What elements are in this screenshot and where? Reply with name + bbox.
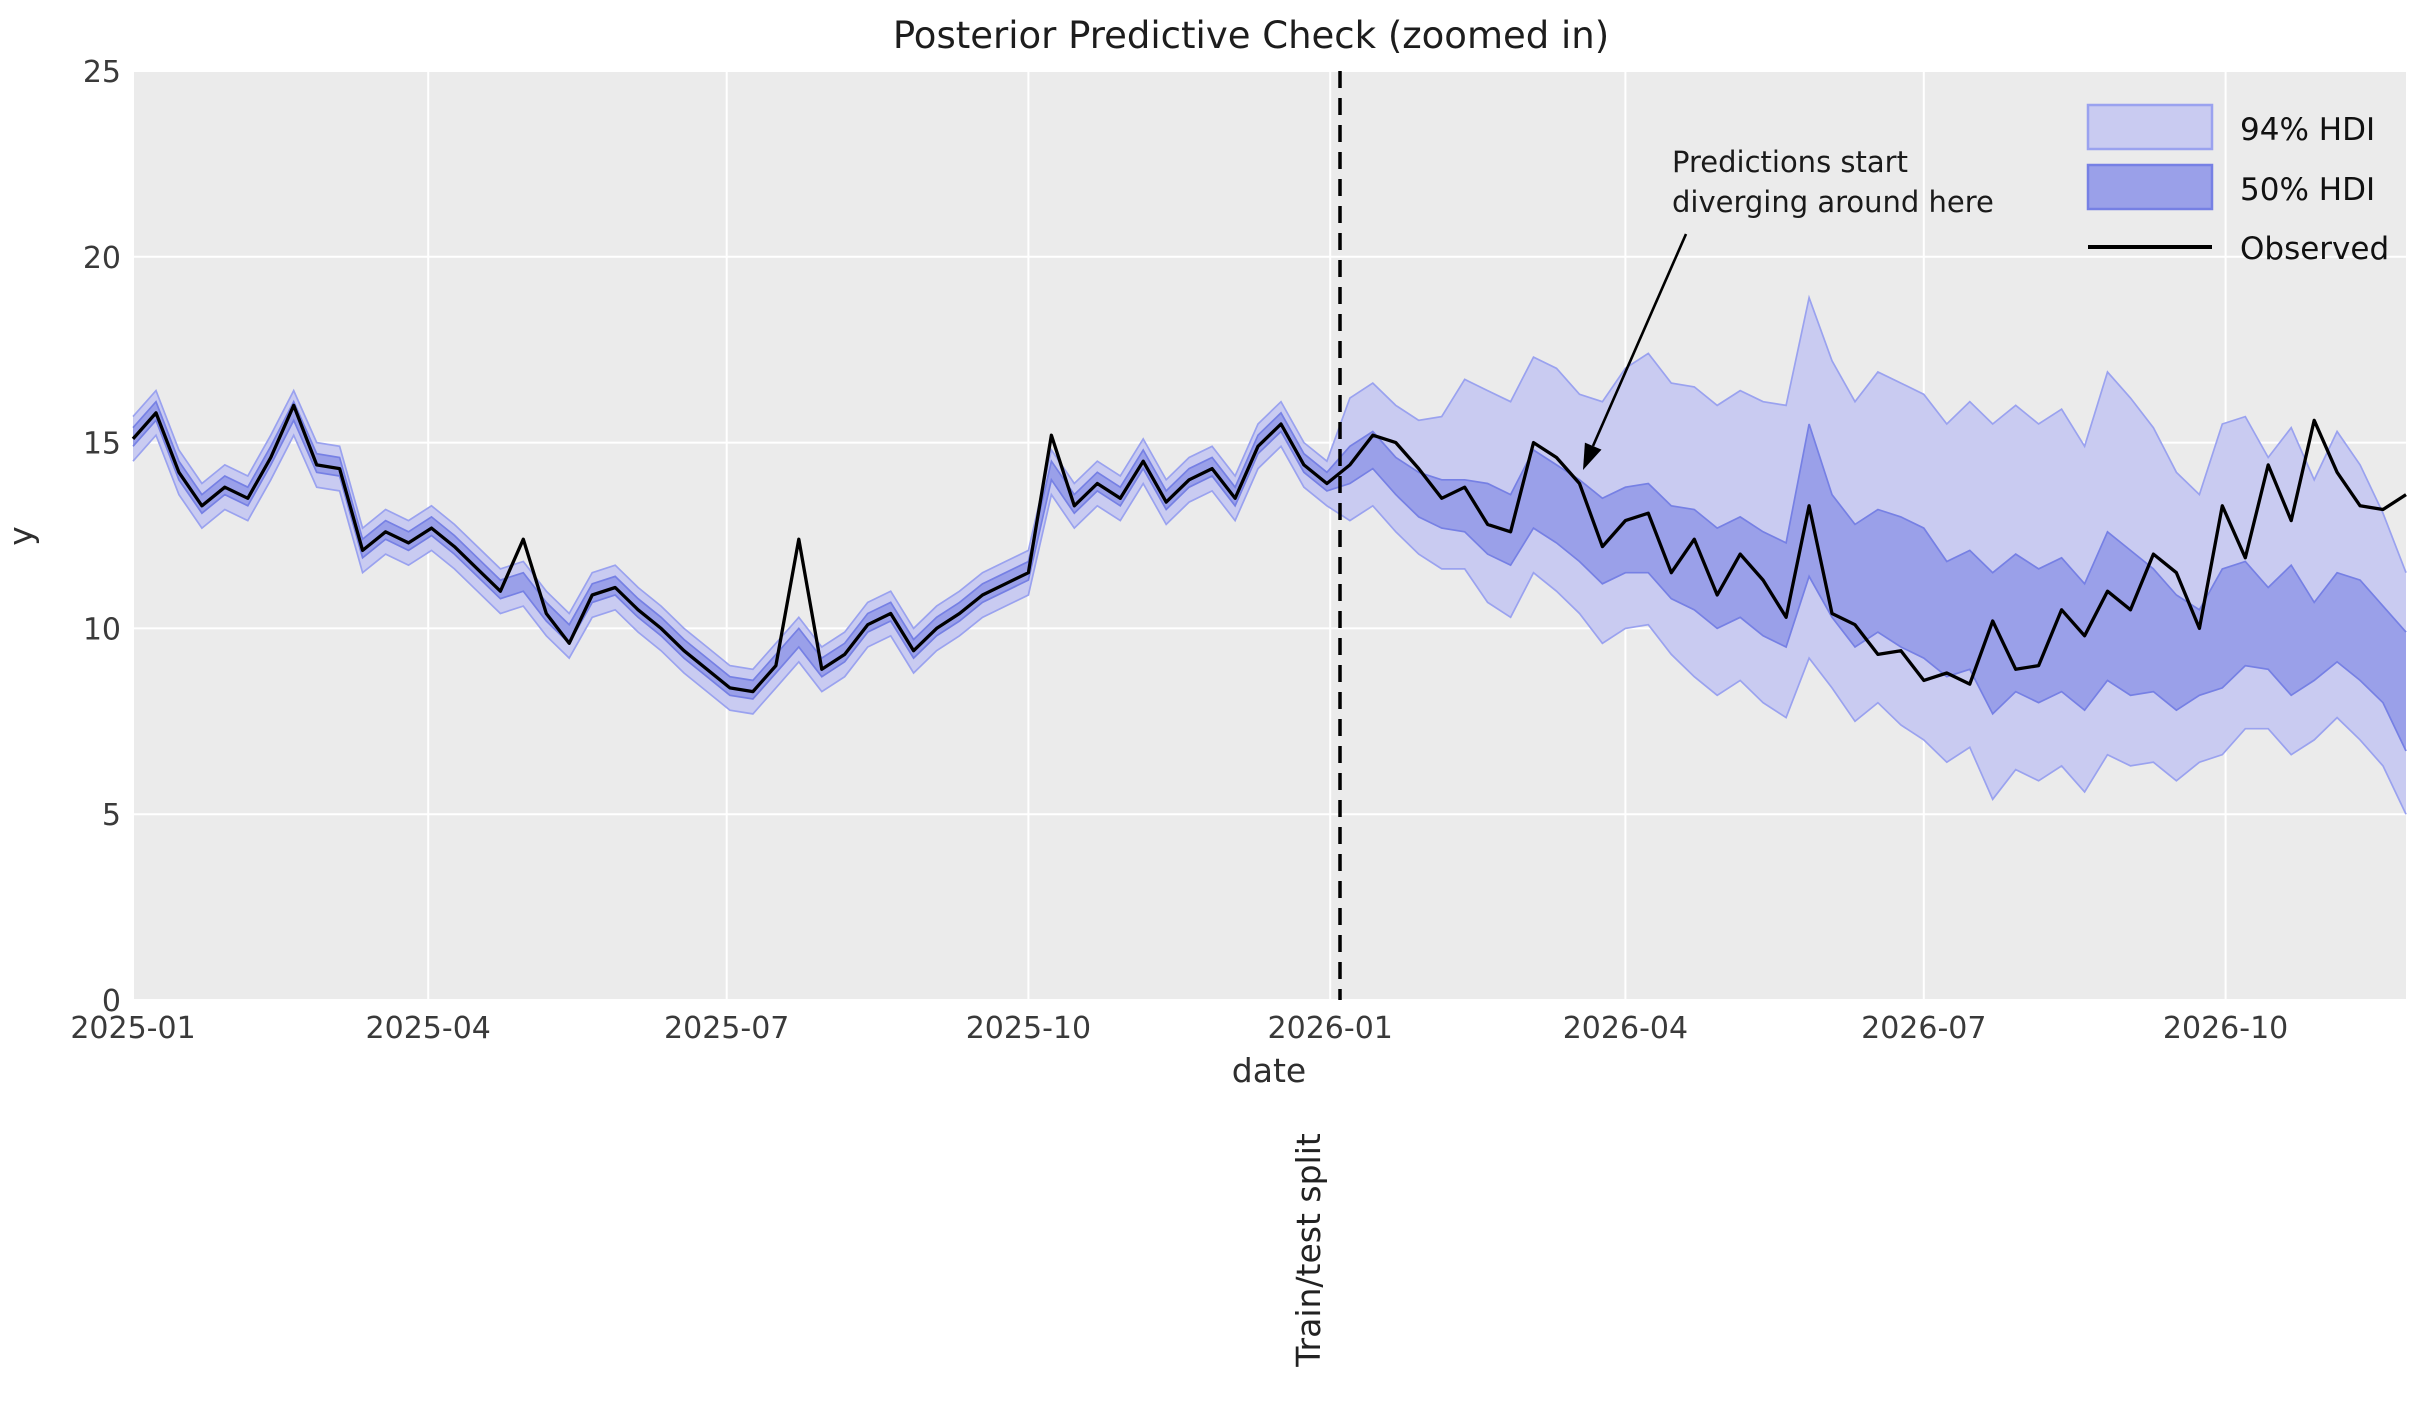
legend: 94% HDI 50% HDI Observed bbox=[2086, 103, 2389, 267]
plot-layers: 2025-01 2025-04 2025-07 2025-10 2026-01 2026-… bbox=[70, 55, 2407, 1046]
hdi50-lower-edge bbox=[132, 418, 2407, 752]
y-tick-label: 20 bbox=[83, 241, 121, 276]
y-tick-label: 25 bbox=[83, 55, 121, 90]
y-tick-label: 5 bbox=[102, 798, 121, 833]
hdi94-lower-edge bbox=[132, 433, 2407, 815]
x-tick-label: 2026-07 bbox=[1861, 1011, 1986, 1046]
x-tick-label: 2025-04 bbox=[366, 1011, 491, 1046]
legend-swatch-50hdi bbox=[2086, 163, 2214, 211]
y-tick-label: 15 bbox=[83, 427, 121, 462]
legend-swatch-94hdi bbox=[2086, 103, 2214, 151]
annotation-arrow-shaft bbox=[1591, 233, 1688, 447]
x-axis-label: date bbox=[1232, 1051, 1306, 1090]
split-label: Train/test split bbox=[1289, 1133, 1328, 1368]
observed-line bbox=[131, 403, 2407, 694]
x-tick-label: 2026-04 bbox=[1563, 1011, 1688, 1046]
legend-label-observed: Observed bbox=[2240, 231, 2389, 267]
x-tick-label: 2026-10 bbox=[2163, 1011, 2288, 1046]
x-tick-label: 2025-07 bbox=[664, 1011, 789, 1046]
hdi50-upper-edge bbox=[132, 399, 2407, 682]
annotation: Predictions start diverging around here bbox=[1583, 145, 1994, 470]
annotation-arrow-head-icon bbox=[1583, 442, 1602, 470]
annotation-line1: Predictions start bbox=[1672, 145, 1908, 179]
y-tick-label: 0 bbox=[102, 984, 121, 1019]
y-axis-label: y bbox=[1, 526, 40, 546]
legend-label-50hdi: 50% HDI bbox=[2240, 172, 2375, 208]
hdi94-band bbox=[133, 297, 2406, 815]
x-tick-label: 2025-10 bbox=[966, 1011, 1091, 1046]
legend-label-94hdi: 94% HDI bbox=[2240, 112, 2375, 148]
chart-title: Posterior Predictive Check (zoomed in) bbox=[893, 14, 1609, 57]
y-tick-label: 10 bbox=[83, 612, 121, 647]
x-tick-label: 2026-01 bbox=[1268, 1011, 1393, 1046]
x-tick-label: 2025-01 bbox=[70, 1011, 195, 1046]
annotation-line2: diverging around here bbox=[1672, 185, 1994, 219]
